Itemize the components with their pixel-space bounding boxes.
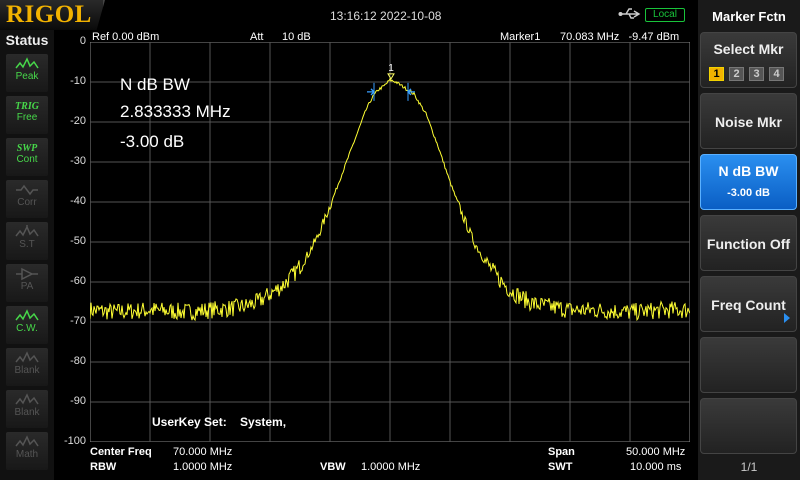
select-mkr-label: Select Mkr bbox=[713, 41, 784, 57]
status-pa: PA bbox=[6, 264, 48, 302]
ndb-bw-label: N dB BW bbox=[718, 163, 779, 179]
status-title: Status bbox=[5, 32, 49, 48]
status-trig: TRIG Free bbox=[6, 96, 48, 134]
menu-title: Marker Fctn bbox=[712, 9, 786, 24]
status-math: Math bbox=[6, 432, 48, 470]
y-tick-label: -20 bbox=[70, 115, 86, 127]
status-label: Peak bbox=[15, 71, 39, 82]
marker-label: Marker1 bbox=[500, 31, 541, 43]
status-label: Blank bbox=[14, 365, 40, 376]
spectrum-trace bbox=[90, 77, 690, 322]
y-tick-label: -90 bbox=[70, 395, 86, 407]
status-label: PA bbox=[20, 281, 34, 292]
top-bar: RIGOL 13:16:12 2022-10-08 Local bbox=[0, 0, 800, 30]
swt-label: SWT bbox=[548, 461, 573, 473]
center-freq-label: Center Freq bbox=[90, 446, 152, 458]
vbw-value: 1.0000 MHz bbox=[361, 461, 421, 473]
bottom-info: Center Freq 70.000 MHz RBW 1.0000 MHz VB… bbox=[90, 445, 690, 477]
ndb-bw-button[interactable]: N dB BW -3.00 dB bbox=[700, 154, 797, 210]
ndb-bandwidth-value: 2.833333 MHz bbox=[120, 102, 231, 121]
signal-track-icon bbox=[15, 225, 39, 237]
blank-icon bbox=[15, 393, 39, 405]
y-tick-label: -60 bbox=[70, 275, 86, 287]
att-label: Att bbox=[250, 31, 264, 43]
noise-mkr-button[interactable]: Noise Mkr bbox=[700, 93, 797, 149]
brand-logo: RIGOL bbox=[6, 1, 92, 28]
ndb-level-value: -3.00 dB bbox=[120, 132, 185, 151]
usb-icon bbox=[618, 8, 641, 19]
marker-2-chip[interactable]: 2 bbox=[729, 67, 744, 81]
plot-marks: 1 bbox=[90, 63, 690, 322]
status-label: Math bbox=[15, 449, 39, 460]
menu-page-indicator: 1/1 bbox=[740, 460, 758, 474]
span-value: 50.000 MHz bbox=[626, 446, 686, 458]
status-label: S.T bbox=[19, 239, 35, 250]
marker-value: 70.083 MHz -9.47 dBm bbox=[560, 31, 680, 43]
status-peak: Peak bbox=[6, 54, 48, 92]
swt-value: 10.000 ms bbox=[630, 461, 682, 473]
status-label: Corr bbox=[17, 197, 37, 208]
function-off-button[interactable]: Function Off bbox=[700, 215, 797, 271]
y-tick-label: -100 bbox=[63, 435, 86, 447]
ndb-right-arrow-icon bbox=[407, 88, 415, 96]
status-label-top: SWP bbox=[16, 143, 38, 154]
submenu-arrow-icon bbox=[784, 313, 790, 323]
trace-header: Ref 0.00 dBm Att 10 dB Marker1 70.083 MH… bbox=[90, 31, 690, 43]
status-blank-1: Blank bbox=[6, 348, 48, 386]
status-label: C.W. bbox=[16, 323, 38, 334]
cw-icon bbox=[15, 309, 39, 321]
status-blank-2: Blank bbox=[6, 390, 48, 428]
noise-mkr-label: Noise Mkr bbox=[715, 114, 782, 130]
empty-softkey-1[interactable] bbox=[700, 337, 797, 393]
y-tick-label: -10 bbox=[70, 75, 86, 87]
empty-softkey-2[interactable] bbox=[700, 398, 797, 454]
rbw-label: RBW bbox=[90, 461, 117, 473]
y-tick-label: -30 bbox=[70, 155, 86, 167]
rbw-value: 1.0000 MHz bbox=[173, 461, 233, 473]
y-tick-label: -70 bbox=[70, 315, 86, 327]
marker-1-label: 1 bbox=[388, 63, 394, 74]
ref-level: Ref 0.00 dBm bbox=[92, 31, 160, 43]
marker-1-triangle[interactable] bbox=[387, 73, 395, 80]
att-value: 10 dB bbox=[282, 31, 311, 43]
math-icon bbox=[15, 435, 39, 447]
blank-icon bbox=[15, 351, 39, 363]
ndb-left-arrow-icon bbox=[366, 88, 375, 96]
preamp-icon bbox=[16, 267, 38, 281]
status-label: Free bbox=[16, 112, 38, 123]
freq-count-label: Freq Count bbox=[711, 297, 786, 313]
status-label-top: TRIG bbox=[15, 101, 39, 112]
span-label: Span bbox=[548, 446, 575, 458]
vbw-label: VBW bbox=[320, 461, 346, 473]
peak-icon bbox=[15, 57, 39, 69]
status-sweep: SWP Cont bbox=[6, 138, 48, 176]
correction-icon bbox=[16, 184, 38, 196]
center-freq-value: 70.000 MHz bbox=[173, 446, 233, 458]
status-label: Cont bbox=[16, 154, 38, 165]
function-off-label: Function Off bbox=[706, 236, 791, 252]
y-tick-label: 0 bbox=[79, 35, 86, 47]
marker-3-chip[interactable]: 3 bbox=[749, 67, 764, 81]
marker-4-chip[interactable]: 4 bbox=[769, 67, 784, 81]
datetime: 13:16:12 2022-10-08 bbox=[330, 9, 442, 23]
y-tick-label: -80 bbox=[70, 355, 86, 367]
status-label: Blank bbox=[14, 407, 40, 418]
local-badge: Local bbox=[645, 8, 685, 22]
status-corr: Corr bbox=[6, 180, 48, 218]
status-cw: C.W. bbox=[6, 306, 48, 344]
marker-1-chip[interactable]: 1 bbox=[709, 67, 724, 81]
ndb-mode-label: N dB BW bbox=[120, 75, 190, 94]
ndb-bw-value: -3.00 dB bbox=[727, 187, 770, 199]
freq-count-button[interactable]: Freq Count bbox=[700, 276, 797, 332]
status-st: S.T bbox=[6, 222, 48, 260]
y-tick-label: -50 bbox=[70, 235, 86, 247]
spectrum-plot[interactable]: 1 bbox=[90, 42, 690, 442]
userkey-set: UserKey Set: System, bbox=[152, 415, 287, 429]
status-panel: Status Peak TRIG Free SWP Cont Corr S.T … bbox=[0, 30, 54, 480]
plot-grid bbox=[90, 42, 690, 442]
y-tick-label: -40 bbox=[70, 195, 86, 207]
